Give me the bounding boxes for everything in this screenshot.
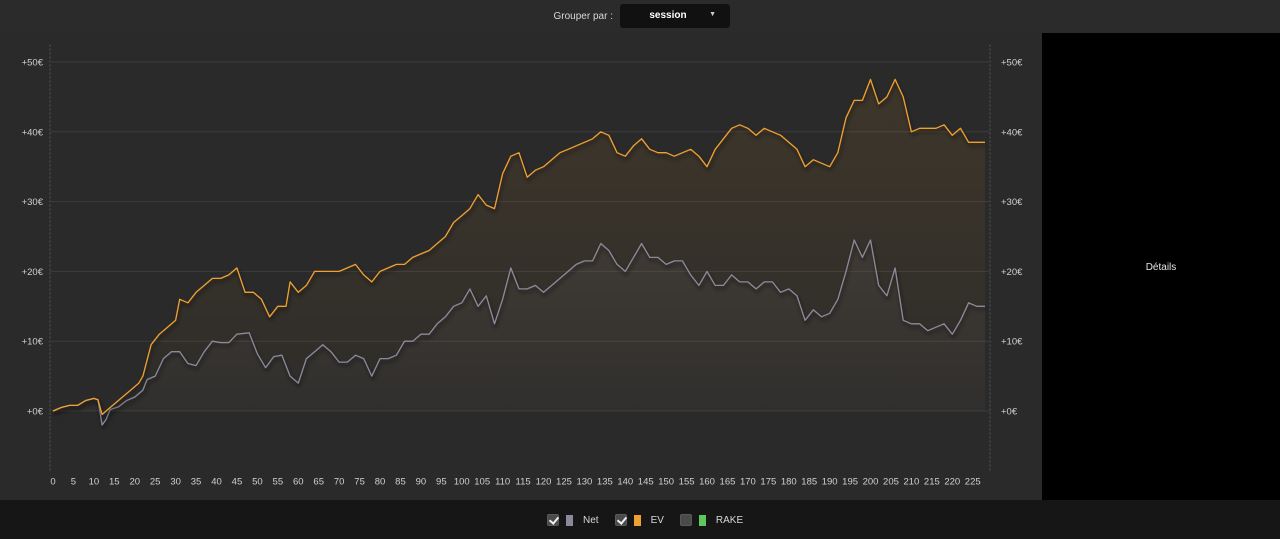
x-tick-label: 60 [293, 476, 304, 487]
x-tick-label: 25 [150, 476, 161, 487]
x-tick-label: 45 [232, 476, 243, 487]
series-line-ev [52, 78, 985, 416]
x-tick-label: 220 [944, 476, 960, 487]
x-tick-label: 75 [354, 476, 365, 487]
x-tick-label: 100 [454, 476, 470, 487]
group-by-label: Grouper par : [553, 11, 613, 22]
x-tick-label: 200 [863, 476, 879, 487]
x-tick-label: 35 [191, 476, 202, 487]
x-tick-label: 20 [129, 476, 140, 487]
x-tick-label: 145 [638, 476, 654, 487]
y-tick-label-left: +0€ [27, 407, 44, 418]
axis-label-layer: +0€ +0€ +10€ +10€ +20€ +20€ +30€ +30€ +40€ +40€ +5… [22, 58, 1024, 488]
y-tick-label-left: +30€ [22, 197, 44, 208]
x-tick-label: 0 [50, 476, 55, 487]
y-tick-label-right: +20€ [1001, 267, 1023, 278]
legend-label-net: Net [583, 514, 599, 526]
x-tick-label: 180 [781, 476, 797, 487]
x-tick-label: 215 [924, 476, 940, 487]
x-tick-label: 175 [760, 476, 776, 487]
details-panel: Détails [1042, 33, 1280, 500]
group-by-bar: Grouper par : session ▼ [0, 0, 1280, 33]
group-by-selected-value: session [649, 10, 687, 21]
x-tick-label: 170 [740, 476, 756, 487]
x-tick-label: 155 [679, 476, 695, 487]
x-tick-label: 70 [334, 476, 345, 487]
legend-label-ev: EV [650, 514, 664, 526]
x-tick-label: 225 [965, 476, 981, 487]
x-tick-label: 95 [436, 476, 447, 487]
legend-item-ev[interactable]: EV [614, 514, 664, 526]
x-tick-label: 190 [822, 476, 838, 487]
y-tick-label-right: +10€ [1001, 337, 1023, 348]
x-tick-label: 105 [474, 476, 490, 487]
x-tick-label: 165 [720, 476, 736, 487]
x-tick-label: 135 [597, 476, 613, 487]
y-tick-label-left: +20€ [22, 267, 44, 278]
y-tick-label-left: +40€ [22, 127, 44, 138]
y-tick-label-left: +10€ [22, 337, 44, 348]
legend-swatch-net [566, 514, 573, 526]
legend-item-net[interactable]: Net [547, 514, 599, 526]
legend-bar: Net EV RAKE [0, 500, 1280, 539]
series-area-ev [53, 79, 985, 415]
legend-swatch-rake [698, 514, 706, 526]
x-tick-label: 15 [109, 476, 120, 487]
series-line-net [52, 239, 985, 426]
details-label: Détails [1145, 262, 1177, 273]
x-tick-label: 120 [536, 476, 552, 487]
x-tick-label: 185 [801, 476, 817, 487]
x-tick-label: 85 [395, 476, 406, 487]
chart-area: +0€ +0€ +10€ +10€ +20€ +20€ +30€ +30€ +40€ +40€ +5… [0, 33, 1042, 500]
legend-checkbox-ev[interactable] [614, 514, 627, 526]
legend-item-rake[interactable]: RAKE [679, 514, 744, 526]
legend-label-rake: RAKE [715, 514, 744, 526]
x-tick-label: 40 [211, 476, 222, 487]
x-tick-label: 65 [313, 476, 324, 487]
legend-checkbox-net[interactable] [547, 514, 559, 526]
line-layer [52, 78, 985, 426]
x-tick-label: 195 [842, 476, 858, 487]
legend-checkbox-rake[interactable] [679, 514, 692, 526]
x-tick-label: 30 [170, 476, 181, 487]
x-tick-label: 130 [576, 476, 592, 487]
x-tick-label: 10 [89, 476, 100, 487]
x-tick-label: 80 [375, 476, 386, 487]
y-tick-label-right: +40€ [1001, 127, 1023, 138]
x-tick-label: 210 [903, 476, 919, 487]
y-tick-label-right: +0€ [1001, 407, 1018, 418]
x-tick-label: 160 [699, 476, 715, 487]
x-tick-label: 150 [658, 476, 674, 487]
chevron-down-icon: ▼ [709, 11, 716, 18]
y-tick-label-left: +50€ [22, 58, 44, 69]
x-tick-label: 205 [883, 476, 899, 487]
results-line-chart: +0€ +0€ +10€ +10€ +20€ +20€ +30€ +30€ +40€ +40€ +5… [22, 44, 1024, 488]
x-tick-label: 115 [516, 476, 531, 487]
y-tick-label-right: +30€ [1001, 197, 1023, 208]
x-tick-label: 55 [273, 476, 284, 487]
x-tick-label: 140 [617, 476, 633, 487]
area-layer [53, 79, 985, 425]
group-by-select[interactable]: session ▼ [620, 4, 730, 28]
x-tick-label: 5 [71, 476, 76, 487]
legend: Net EV RAKE [547, 513, 759, 527]
x-tick-label: 110 [495, 476, 510, 487]
x-tick-label: 50 [252, 476, 263, 487]
legend-swatch-ev [633, 514, 641, 526]
x-tick-label: 125 [556, 476, 572, 487]
x-tick-label: 90 [416, 476, 427, 487]
y-tick-label-right: +50€ [1001, 58, 1023, 69]
